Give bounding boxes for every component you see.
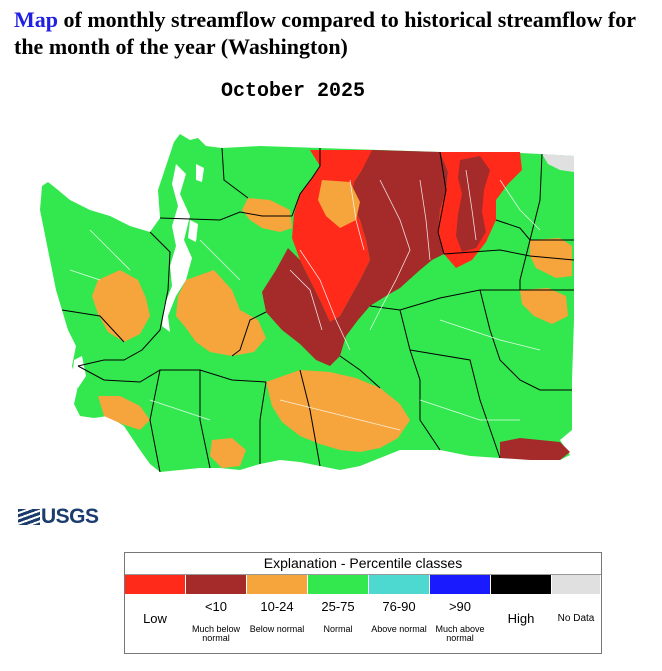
legend-desc-gt90: Much above normal xyxy=(435,624,485,643)
region-below-southwest xyxy=(98,396,150,430)
region-below-yakima xyxy=(318,180,360,228)
legend-range-76-90: 76-90 xyxy=(382,599,416,614)
legend-class-10-24: 10-24 Below normal xyxy=(247,575,308,651)
region-below-olympic-east xyxy=(92,270,150,342)
legend-range-10-24: 10-24 xyxy=(260,599,294,614)
island-water-2 xyxy=(188,220,198,242)
legend-range-gt90: >90 xyxy=(448,599,472,614)
region-below-palouse xyxy=(520,288,568,324)
county-boundaries xyxy=(61,147,575,473)
region-below-puget xyxy=(176,270,266,356)
legend-class-low: Low xyxy=(125,575,186,651)
region-no-data xyxy=(542,154,574,172)
map-title: Map of monthly streamflow compared to hi… xyxy=(14,6,654,60)
legend-swatch-nodata xyxy=(552,575,600,594)
map-title-text: of monthly streamflow compared to histor… xyxy=(14,7,636,59)
region-much-below-southeast xyxy=(500,438,570,460)
legend-desc-10-24: Below normal xyxy=(249,624,305,634)
region-much-below-ferry xyxy=(456,156,490,252)
legend-range-lt10: <10 xyxy=(204,599,228,614)
legend-class-76-90: 76-90 Above normal xyxy=(369,575,430,651)
period-label: October 2025 xyxy=(220,80,366,103)
region-below-southcentral xyxy=(266,370,410,452)
legend-swatch-76-90 xyxy=(369,575,429,594)
legend-desc-25-75: Normal xyxy=(323,624,353,634)
legend-class-high: High xyxy=(491,575,552,651)
puget-sound-water xyxy=(162,164,192,332)
usgs-wave-icon xyxy=(18,509,40,525)
legend-range-25-75: 25-75 xyxy=(321,599,355,614)
washington-streamflow-map xyxy=(40,134,575,473)
region-low-northcentral xyxy=(292,150,376,322)
legend-swatch-high xyxy=(491,575,551,594)
legend-label-low: Low xyxy=(143,611,167,626)
island-water-1 xyxy=(196,164,204,182)
region-below-clark xyxy=(210,438,246,468)
legend-label-high: High xyxy=(507,611,535,626)
legend-label-nodata: No Data xyxy=(557,613,595,624)
map-title-link[interactable]: Map xyxy=(14,7,58,32)
legend-class-gt90: >90 Much above normal xyxy=(430,575,491,651)
legend-swatch-gt90 xyxy=(430,575,490,594)
coast-inlet-water xyxy=(72,356,86,388)
legend-class-nodata: No Data xyxy=(552,575,600,651)
usgs-logo[interactable]: USGS xyxy=(18,505,99,529)
river-network xyxy=(69,169,541,431)
legend-class-25-75: 25-75 Normal xyxy=(308,575,369,651)
region-much-below-okanogan xyxy=(262,150,448,366)
legend: Explanation - Percentile classes Low <10… xyxy=(124,552,602,654)
legend-swatch-10-24 xyxy=(247,575,307,594)
legend-desc-lt10: Much below normal xyxy=(191,624,241,643)
region-below-skagit xyxy=(242,198,292,232)
usgs-logo-text: USGS xyxy=(41,505,99,528)
legend-swatch-lt10 xyxy=(186,575,246,594)
legend-swatch-low xyxy=(125,575,185,594)
legend-class-lt10: <10 Much below normal xyxy=(186,575,247,651)
legend-desc-76-90: Above normal xyxy=(371,624,427,634)
legend-swatch-25-75 xyxy=(308,575,368,594)
legend-title: Explanation - Percentile classes xyxy=(125,553,601,575)
